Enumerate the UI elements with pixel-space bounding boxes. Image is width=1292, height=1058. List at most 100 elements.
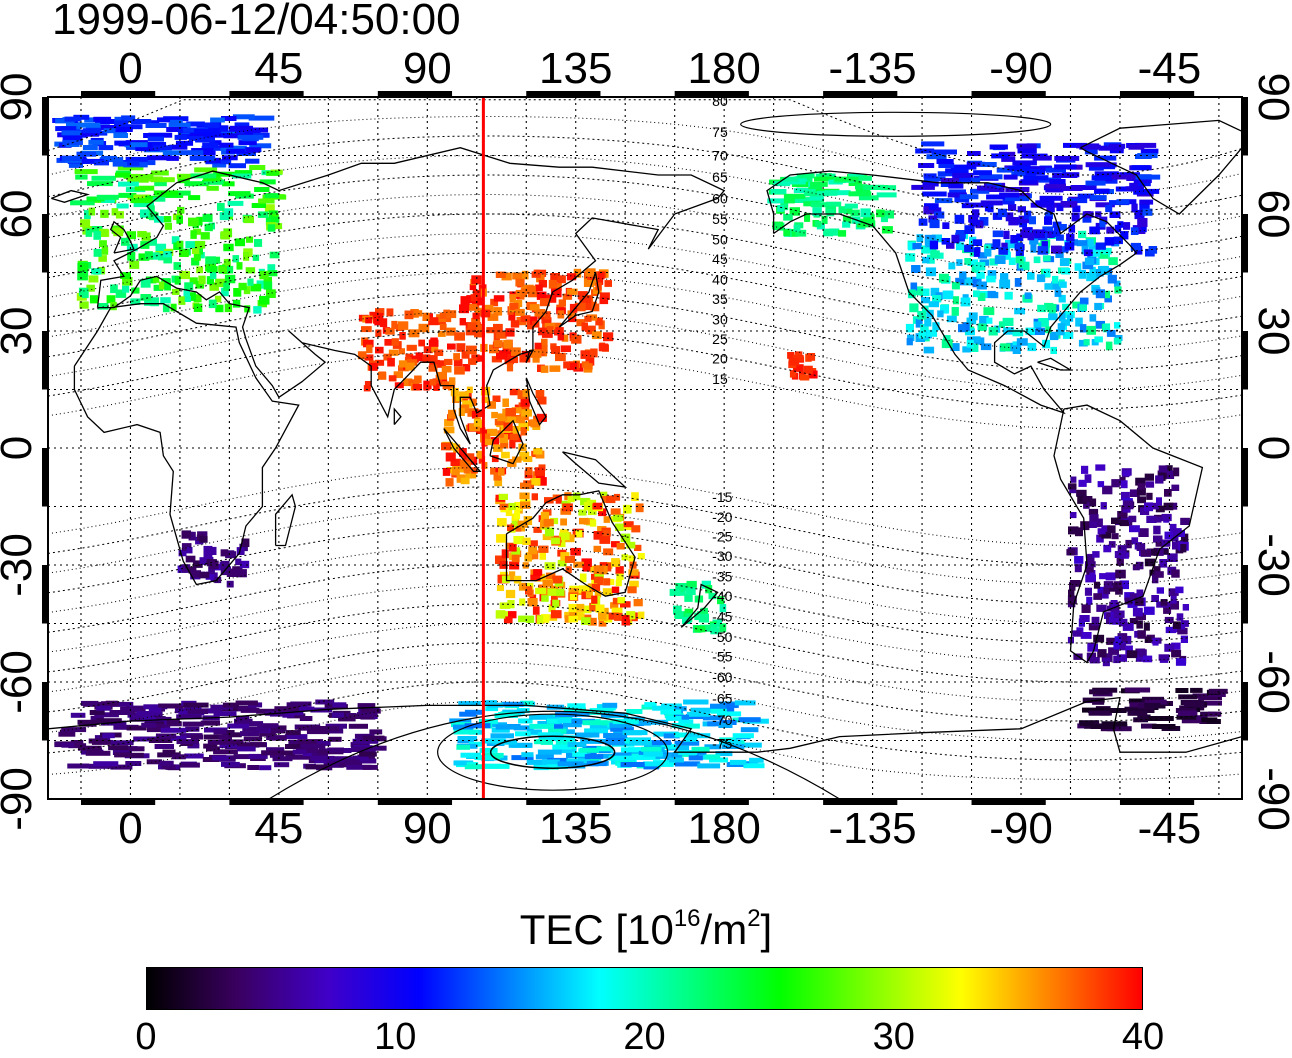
tec-cell bbox=[1115, 569, 1126, 579]
tec-cell bbox=[519, 598, 526, 606]
frame-bar-top bbox=[1119, 91, 1195, 97]
tec-cell bbox=[506, 362, 514, 372]
tec-cell bbox=[590, 303, 600, 312]
tec-cell bbox=[788, 198, 811, 203]
tec-cell bbox=[1154, 571, 1164, 578]
tec-cell bbox=[669, 757, 684, 763]
tec-cell bbox=[909, 303, 919, 313]
tec-cell bbox=[928, 301, 939, 308]
tec-cell bbox=[674, 761, 699, 767]
tec-cell bbox=[391, 320, 398, 329]
tec-cell bbox=[1030, 244, 1037, 253]
tec-cell bbox=[814, 220, 822, 228]
tec-cell bbox=[1180, 533, 1189, 543]
tec-cell bbox=[127, 251, 136, 261]
tec-cell bbox=[144, 296, 152, 306]
tec-cell bbox=[264, 204, 275, 212]
tec-cell bbox=[202, 213, 213, 222]
tec-cell bbox=[235, 558, 242, 566]
tec-cell bbox=[1090, 195, 1107, 201]
tec-cell bbox=[1058, 224, 1067, 231]
frame-bar-right bbox=[1242, 448, 1248, 507]
tec-cell bbox=[1068, 589, 1075, 597]
tec-cell bbox=[1052, 173, 1078, 178]
tec-cell bbox=[179, 249, 189, 257]
tec-cell bbox=[678, 719, 694, 725]
tec-cell bbox=[1131, 203, 1138, 213]
tec-cell bbox=[216, 128, 229, 134]
tec-cell bbox=[1093, 634, 1105, 643]
tec-cell bbox=[164, 281, 171, 291]
tec-cell bbox=[603, 733, 628, 738]
tec-cell bbox=[479, 747, 498, 753]
tec-cell bbox=[226, 580, 234, 588]
tec-cell bbox=[234, 238, 245, 247]
tec-cell bbox=[1100, 290, 1111, 299]
tec-cell bbox=[951, 234, 960, 244]
tec-cell bbox=[196, 216, 203, 226]
tec-cell bbox=[684, 733, 711, 739]
tec-cell bbox=[732, 733, 754, 739]
tec-cell bbox=[724, 702, 739, 708]
tec-cell bbox=[469, 423, 480, 432]
tec-cell bbox=[249, 143, 272, 149]
tec-cell bbox=[583, 303, 592, 311]
tec-cell bbox=[81, 158, 104, 164]
tec-cell bbox=[562, 293, 573, 300]
tec-cell bbox=[932, 322, 940, 331]
tec-cell bbox=[949, 189, 966, 195]
tec-cell bbox=[203, 132, 229, 138]
tec-cell bbox=[475, 409, 485, 417]
tec-cell bbox=[708, 592, 717, 600]
tec-cell bbox=[694, 612, 706, 621]
tec-cell bbox=[644, 702, 657, 708]
tec-cell bbox=[98, 266, 106, 275]
tec-cell bbox=[202, 142, 219, 148]
tec-cell bbox=[573, 711, 590, 717]
tec-cell bbox=[1141, 723, 1157, 729]
tec-cell bbox=[501, 272, 512, 281]
tec-cell bbox=[443, 426, 455, 434]
tec-cell bbox=[643, 761, 664, 767]
tec-cell bbox=[567, 703, 586, 709]
tec-cell bbox=[1081, 604, 1091, 613]
tec-cell bbox=[70, 712, 86, 718]
tec-cell bbox=[476, 427, 486, 434]
tec-cell bbox=[428, 355, 438, 362]
lon-tick-label-bottom: 135 bbox=[539, 804, 612, 853]
tec-cell bbox=[221, 761, 240, 767]
tec-cell bbox=[606, 495, 616, 504]
tec-cell bbox=[1169, 523, 1177, 532]
frame-bar-left bbox=[42, 565, 48, 624]
tec-cell bbox=[338, 748, 352, 753]
tec-cell bbox=[118, 181, 139, 187]
tec-cell bbox=[227, 723, 250, 729]
tec-cell bbox=[559, 729, 575, 735]
tec-cell bbox=[399, 332, 406, 340]
tec-cell bbox=[616, 543, 625, 550]
tec-cell bbox=[144, 251, 153, 260]
tec-cell bbox=[515, 731, 531, 737]
tec-cell bbox=[78, 745, 102, 751]
lat-tick-label-right: -30 bbox=[1249, 533, 1292, 597]
lon-tick-label-top: -135 bbox=[829, 44, 917, 93]
tec-cell bbox=[603, 516, 610, 523]
tec-cell bbox=[126, 725, 147, 731]
tec-cell bbox=[1155, 505, 1165, 513]
tec-cell bbox=[1097, 649, 1107, 658]
tec-cell bbox=[563, 361, 570, 369]
tec-cell bbox=[526, 586, 533, 594]
tec-cell bbox=[1077, 495, 1087, 504]
tec-cell bbox=[942, 222, 950, 229]
tec-cell bbox=[1140, 549, 1151, 557]
coastline-cuba bbox=[1037, 357, 1073, 371]
tec-cell bbox=[597, 271, 605, 280]
tec-cell bbox=[1016, 143, 1037, 149]
tec-cell bbox=[591, 584, 601, 591]
frame-bar-right bbox=[1242, 214, 1248, 273]
tec-cell bbox=[124, 142, 148, 148]
tec-cell bbox=[414, 375, 422, 383]
tec-cell bbox=[637, 553, 645, 560]
tec-cell bbox=[1042, 339, 1051, 349]
tec-cell bbox=[98, 255, 107, 262]
